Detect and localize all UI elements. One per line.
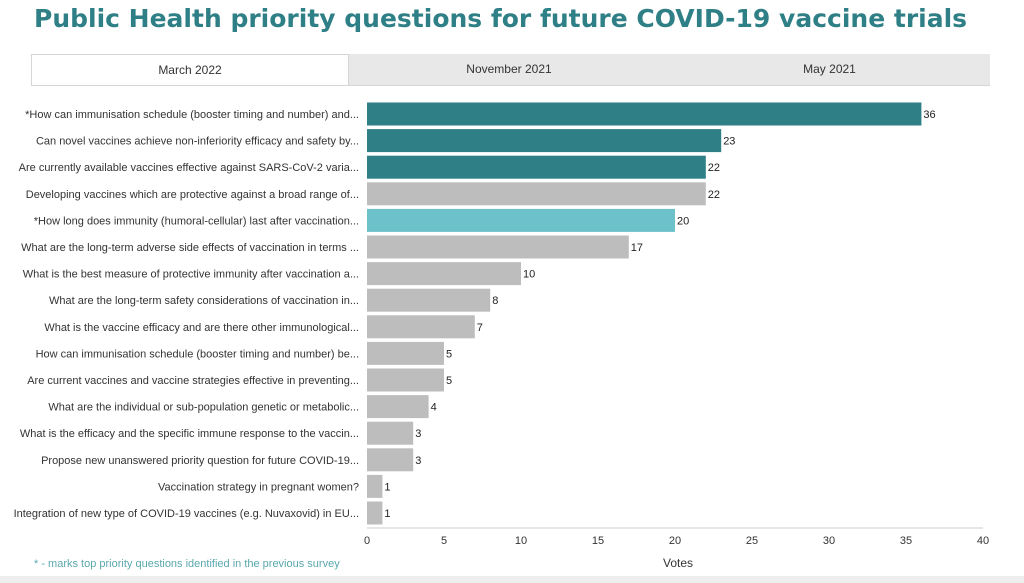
category-label: What are the individual or sub-populatio… [48, 402, 359, 414]
category-label: Developing vaccines which are protective… [26, 189, 359, 201]
value-label: 5 [446, 348, 452, 360]
value-label: 22 [708, 162, 720, 174]
bar-chart: *How can immunisation schedule (booster … [14, 102, 989, 570]
bar[interactable] [367, 262, 521, 286]
bar[interactable] [367, 368, 444, 392]
tab-march-2022[interactable]: March 2022 [31, 54, 349, 85]
tab-may-2021[interactable]: May 2021 [803, 62, 856, 76]
bar[interactable] [367, 288, 491, 312]
bar[interactable] [367, 182, 706, 206]
value-label: 3 [415, 455, 421, 467]
category-label: Are current vaccines and vaccine strateg… [27, 375, 359, 387]
page-title: Public Health priority questions for fut… [34, 4, 968, 33]
value-label: 1 [384, 508, 390, 520]
bar[interactable] [367, 155, 706, 179]
footnote: * - marks top priority questions identif… [34, 558, 340, 570]
category-label: Propose new unanswered priority question… [41, 455, 359, 467]
x-tick-label: 30 [823, 535, 835, 547]
value-label: 17 [631, 242, 643, 254]
bar[interactable] [367, 421, 414, 445]
bar[interactable] [367, 235, 629, 259]
tab-november-2021[interactable]: November 2021 [466, 62, 552, 76]
category-label: How can immunisation schedule (booster t… [36, 348, 359, 360]
value-label: 8 [492, 295, 498, 307]
x-tick-label: 5 [441, 535, 447, 547]
x-tick-label: 0 [364, 535, 370, 547]
bar[interactable] [367, 395, 429, 419]
value-label: 5 [446, 375, 452, 387]
category-label: What is the efficacy and the specific im… [20, 428, 359, 440]
category-label: Can novel vaccines achieve non-inferiori… [36, 136, 359, 148]
category-label: Vaccination strategy in pregnant women? [158, 481, 359, 493]
category-label: *How can immunisation schedule (booster … [25, 109, 359, 121]
value-label: 36 [923, 109, 935, 121]
category-label: Are currently available vaccines effecti… [19, 162, 359, 174]
x-axis-title: Votes [663, 556, 693, 570]
value-label: 20 [677, 215, 689, 227]
value-label: 23 [723, 136, 735, 148]
category-label: What is the best measure of protective i… [23, 269, 359, 281]
bar[interactable] [367, 501, 383, 525]
category-label: *How long does immunity (humoral-cellula… [34, 215, 359, 227]
category-label: What are the long-term safety considerat… [49, 295, 359, 307]
value-label: 3 [415, 428, 421, 440]
x-tick-label: 20 [669, 535, 681, 547]
x-tick-label: 10 [515, 535, 527, 547]
category-label: Integration of new type of COVID-19 vacc… [14, 508, 359, 520]
bottom-strip [0, 576, 1024, 583]
x-tick-label: 40 [977, 535, 989, 547]
bar[interactable] [367, 102, 922, 126]
x-tick-label: 35 [900, 535, 912, 547]
bar[interactable] [367, 474, 383, 498]
x-tick-label: 25 [746, 535, 758, 547]
value-label: 10 [523, 269, 535, 281]
bar[interactable] [367, 341, 444, 365]
category-label: What is the vaccine efficacy and are the… [44, 322, 359, 334]
tab-bar: March 2022 November 2021 May 2021 [31, 54, 990, 86]
value-label: 1 [384, 481, 390, 493]
value-label: 7 [477, 322, 483, 334]
bar[interactable] [367, 448, 414, 472]
category-label: What are the long-term adverse side effe… [21, 242, 359, 254]
bar[interactable] [367, 129, 722, 153]
value-label: 4 [431, 402, 437, 414]
value-label: 22 [708, 189, 720, 201]
bar[interactable] [367, 208, 675, 232]
x-tick-label: 15 [592, 535, 604, 547]
bar[interactable] [367, 315, 475, 339]
